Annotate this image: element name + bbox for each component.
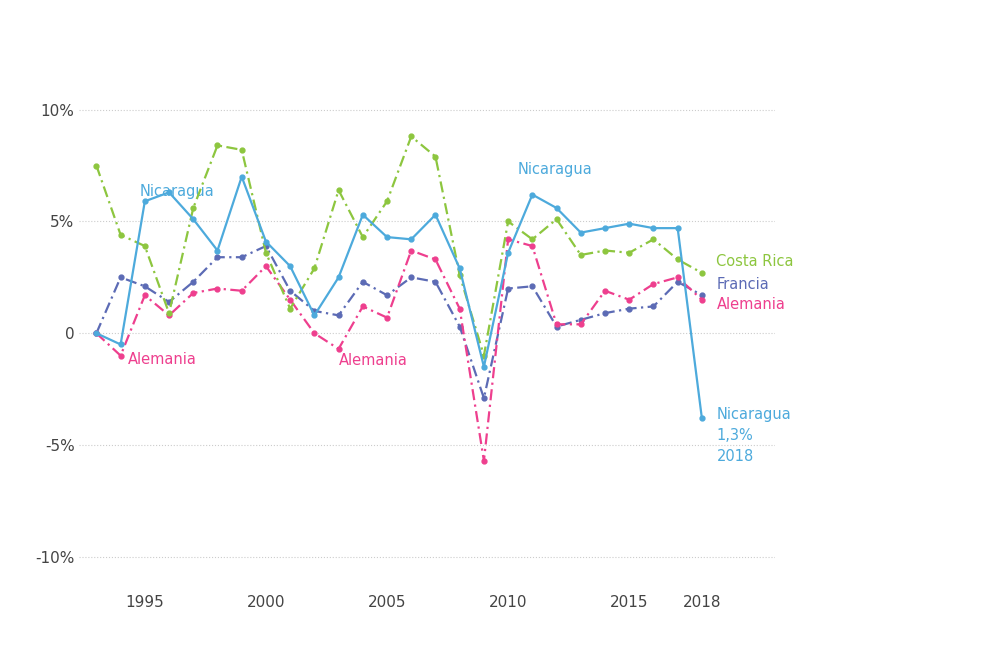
Text: Nicaragua
1,3%
2018: Nicaragua 1,3% 2018 (716, 407, 791, 464)
Text: Francia: Francia (716, 276, 770, 292)
Text: Alemania: Alemania (128, 352, 197, 367)
Text: Alemania: Alemania (716, 297, 785, 312)
Text: Nicaragua: Nicaragua (517, 162, 593, 176)
Text: Alemania: Alemania (339, 354, 407, 368)
Text: Costa Rica: Costa Rica (716, 254, 794, 269)
Text: Nicaragua: Nicaragua (140, 184, 214, 199)
